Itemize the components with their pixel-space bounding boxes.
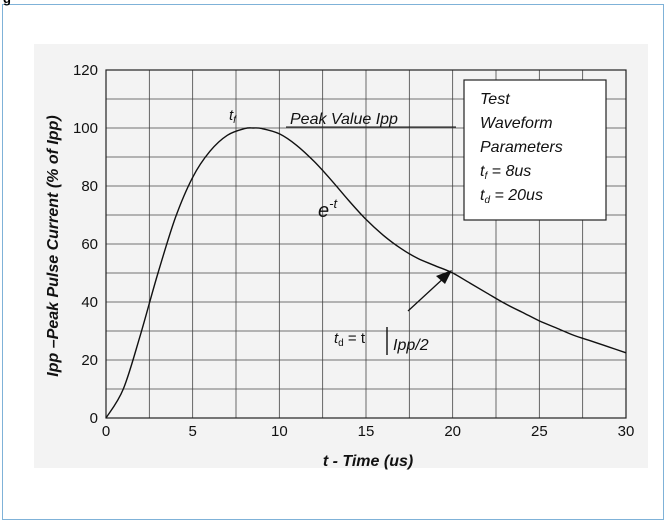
- plot-border: [105, 69, 627, 419]
- x-tick-label: 25: [531, 423, 548, 440]
- y-tick-label: 60: [81, 236, 98, 253]
- y-tick-label: 100: [73, 120, 98, 137]
- parameters-tf: tf = 8us: [480, 163, 531, 182]
- y-tick-label: 0: [90, 410, 98, 427]
- x-tick-label: 0: [102, 423, 110, 440]
- parameters-line-1: Test: [480, 91, 510, 108]
- x-tick-label: 20: [444, 423, 461, 440]
- peak-value-label: Peak Value Ipp: [290, 111, 398, 128]
- waveform-curve: [105, 127, 627, 419]
- x-tick-label: 15: [358, 423, 375, 440]
- tf-annotation: tf: [229, 107, 237, 126]
- y-tick-labels: 0 20 40 60 80 100 120: [73, 62, 98, 427]
- parameters-line-2: Waveform: [480, 115, 553, 132]
- y-tick-label: 120: [73, 62, 98, 79]
- y-axis-label: Ipp –Peak Pulse Current (% of Ipp): [45, 115, 62, 376]
- y-tick-label: 80: [81, 178, 98, 195]
- x-axis-label: t - Time (us): [323, 453, 413, 470]
- parameters-box: [463, 79, 607, 221]
- x-tick-label: 30: [618, 423, 635, 440]
- y-tick-label: 40: [81, 294, 98, 311]
- td-arrow-head: [436, 270, 452, 284]
- x-tick-label: 5: [188, 423, 196, 440]
- parameters-line-3: Parameters: [480, 139, 563, 156]
- x-tick-label: 10: [271, 423, 288, 440]
- x-tick-labels: 0 5 10 15 20 25 30: [102, 423, 635, 440]
- parameters-td: td = 20us: [480, 187, 543, 206]
- figure-tag: g: [3, 0, 11, 6]
- decay-annotation: e-t: [318, 196, 338, 222]
- td-ipp-half: Ipp/2: [393, 337, 429, 354]
- td-arrow-line: [407, 275, 447, 312]
- y-tick-label: 20: [81, 352, 98, 369]
- td-annotation: td = t: [334, 330, 366, 349]
